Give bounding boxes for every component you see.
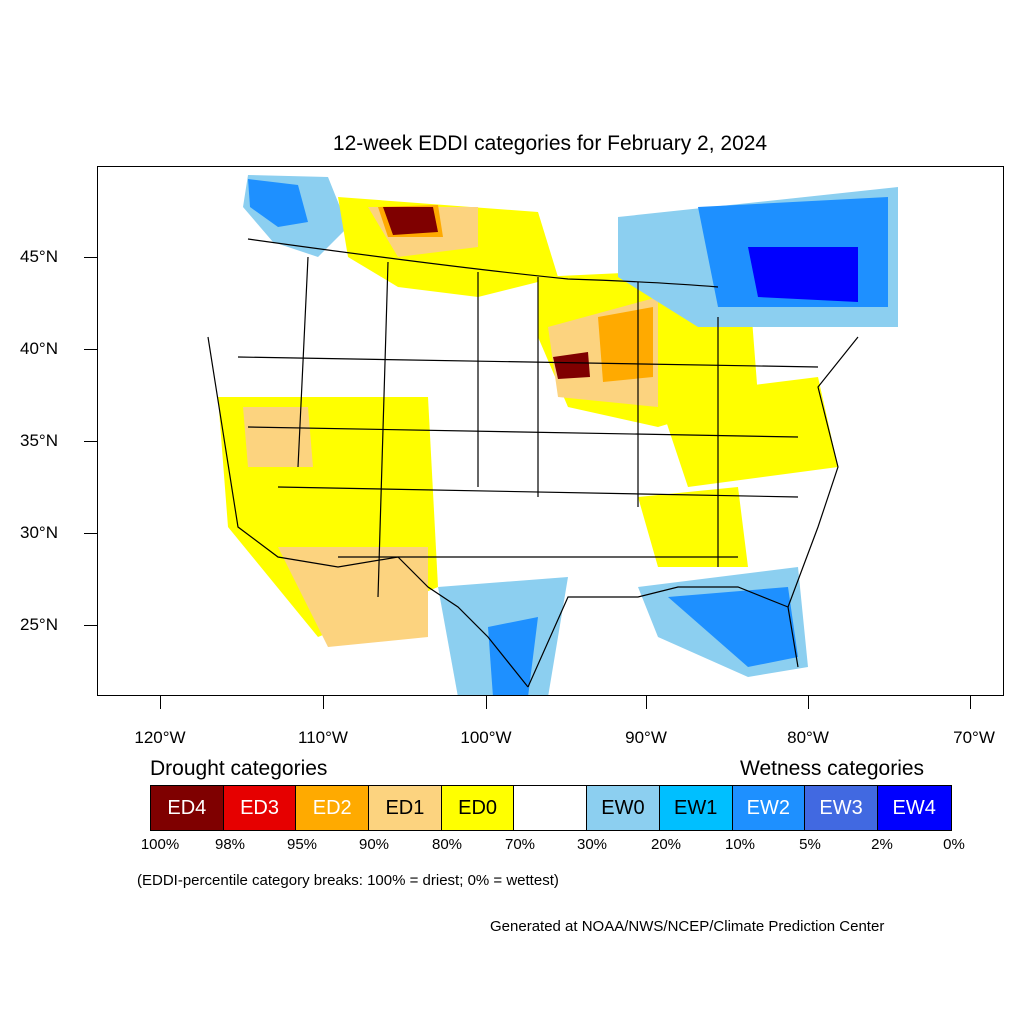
break-90: 90% bbox=[358, 836, 390, 853]
eddi-map bbox=[97, 166, 1004, 696]
lat-tick-30 bbox=[84, 533, 97, 534]
patch-ca-ed1 bbox=[243, 407, 313, 467]
lon-label-90: 90°W bbox=[625, 728, 667, 747]
drought-heading: Drought categories bbox=[150, 757, 328, 780]
break-80: 80% bbox=[431, 836, 463, 853]
legend-label-ew4: EW4 bbox=[892, 796, 936, 819]
break-100: 100% bbox=[140, 836, 180, 853]
legend-cell-ed1: ED1 bbox=[369, 786, 442, 830]
patch-fl-ew2 bbox=[668, 587, 798, 667]
boundaries bbox=[207, 238, 859, 688]
patch-ov-ed0 bbox=[658, 377, 838, 487]
legend-cell-ew2: EW2 bbox=[732, 786, 806, 830]
legend-label-ed3: ED3 bbox=[240, 796, 279, 819]
lat-label-40: 40°N bbox=[20, 339, 58, 358]
legend-cell-ew3: EW3 bbox=[805, 786, 878, 830]
legend-label-ed0: ED0 bbox=[458, 796, 498, 819]
lon-label-80: 80°W bbox=[787, 728, 829, 747]
legend-cell-ew1: EW1 bbox=[659, 786, 733, 830]
us-map-svg bbox=[207, 175, 898, 695]
legend-cell-ew0: EW0 bbox=[587, 786, 660, 830]
break-10: 10% bbox=[724, 836, 756, 853]
legend-label-ew0: EW0 bbox=[601, 796, 645, 819]
legend-label-ew2: EW2 bbox=[746, 796, 791, 819]
lon-tick-70 bbox=[970, 696, 971, 709]
lat-label-35: 35°N bbox=[20, 431, 58, 450]
category-legend: ED4 ED3 ED2 ED1 ED0 EW0 EW1 EW2 EW3 EW4 bbox=[150, 785, 952, 831]
break-70: 70% bbox=[504, 836, 536, 853]
legend-cell-ed4: ED4 bbox=[151, 786, 224, 830]
lon-tick-100 bbox=[486, 696, 487, 709]
break-20: 20% bbox=[650, 836, 682, 853]
map-title: 12-week EDDI categories for February 2, … bbox=[332, 132, 768, 155]
legend-cell-ed0: ED0 bbox=[441, 786, 515, 830]
break-98: 98% bbox=[214, 836, 246, 853]
patch-np-ed4 bbox=[383, 207, 438, 235]
lon-tick-80 bbox=[808, 696, 809, 709]
patch-ne-ew4 bbox=[748, 247, 858, 302]
lon-tick-90 bbox=[646, 696, 647, 709]
patch-tx-ew2 bbox=[488, 617, 538, 695]
break-0: 0% bbox=[943, 836, 965, 853]
lon-tick-120 bbox=[160, 696, 161, 709]
legend-label-ed1: ED1 bbox=[385, 796, 425, 819]
break-5: 5% bbox=[799, 836, 821, 853]
break-2: 2% bbox=[871, 836, 893, 853]
lat-label-45: 45°N bbox=[20, 247, 58, 266]
lon-tick-110 bbox=[323, 696, 324, 709]
credit-line: Generated at NOAA/NWS/NCEP/Climate Predi… bbox=[490, 918, 885, 935]
category-note: (EDDI-percentile category breaks: 100% =… bbox=[137, 872, 559, 889]
lon-label-70: 70°W bbox=[953, 728, 995, 747]
patch-sw-ed1 bbox=[278, 547, 428, 647]
legend-cell-ed3: ED3 bbox=[223, 786, 297, 830]
legend-cell-normal bbox=[514, 786, 588, 830]
lat-tick-35 bbox=[84, 441, 97, 442]
patch-nw-ew2 bbox=[248, 179, 308, 227]
patch-mw-ed4 bbox=[553, 352, 590, 379]
lat-label-30: 30°N bbox=[20, 523, 58, 542]
lon-label-120: 120°W bbox=[134, 728, 186, 747]
wetness-heading: Wetness categories bbox=[740, 757, 925, 780]
patch-se-ed0 bbox=[638, 487, 748, 567]
lat-tick-25 bbox=[84, 625, 97, 626]
lat-tick-40 bbox=[84, 349, 97, 350]
legend-cell-ed2: ED2 bbox=[296, 786, 370, 830]
break-30: 30% bbox=[576, 836, 608, 853]
legend-label-ew1: EW1 bbox=[673, 796, 718, 819]
lon-label-110: 110°W bbox=[298, 728, 348, 747]
legend-label-ed4: ED4 bbox=[167, 796, 207, 819]
legend-cell-ew4: EW4 bbox=[877, 786, 951, 830]
lon-label-100: 100°W bbox=[460, 728, 512, 747]
lat-tick-45 bbox=[84, 257, 97, 258]
category-patches bbox=[218, 175, 898, 695]
lat-label-25: 25°N bbox=[20, 615, 58, 634]
break-95: 95% bbox=[286, 836, 318, 853]
patch-mw-ed2 bbox=[598, 307, 653, 382]
legend-label-ew3: EW3 bbox=[819, 796, 863, 819]
legend-label-ed2: ED2 bbox=[312, 796, 352, 819]
